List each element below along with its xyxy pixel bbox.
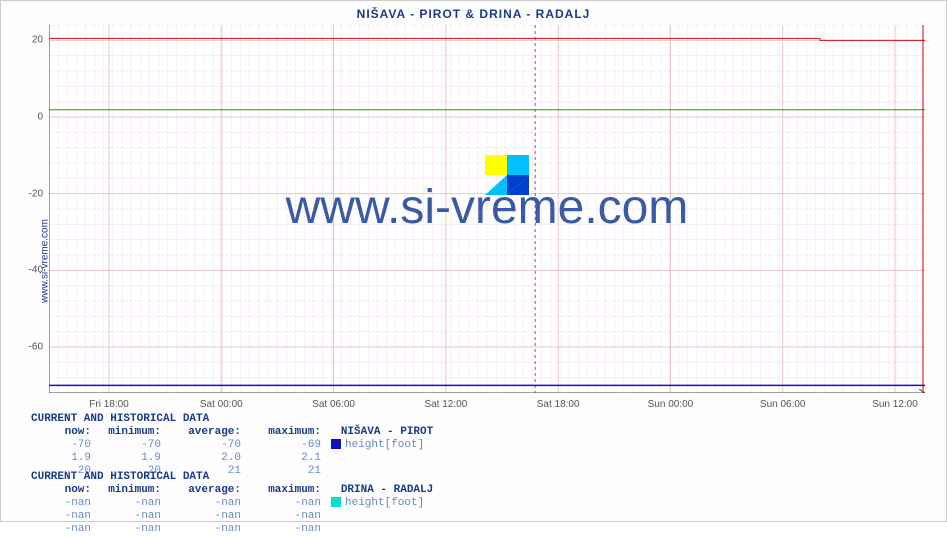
- chart-container: NIŠAVA - PIROT & DRINA - RADALJ www.si-v…: [0, 0, 947, 522]
- y-tick-label: 0: [37, 112, 43, 123]
- legend-swatch: [331, 497, 341, 507]
- table-row: -nan-nan-nan-nan: [31, 510, 433, 523]
- table-row: -nan-nan-nan-nanheight[foot]: [31, 497, 433, 510]
- x-tick-label: Sun 06:00: [760, 399, 806, 410]
- y-tick-label: -20: [29, 188, 43, 199]
- x-tick-label: Sat 06:00: [312, 399, 355, 410]
- table-columns: now:minimum:average:maximum: DRINA - RAD…: [31, 484, 433, 497]
- watermark-logo: [485, 155, 529, 195]
- y-tick-label: 20: [32, 35, 43, 46]
- chart-title: NIŠAVA - PIROT & DRINA - RADALJ: [1, 7, 946, 21]
- x-tick-label: Sat 18:00: [537, 399, 580, 410]
- x-tick-label: Sun 00:00: [648, 399, 694, 410]
- plot-area: www.si-vreme.com 200-20-40-60Fri 18:00Sa…: [49, 25, 925, 393]
- legend-name: NIŠAVA - PIROT: [341, 426, 433, 438]
- table-header: CURRENT AND HISTORICAL DATA: [31, 413, 433, 426]
- table-row: -70-70-70-69height[foot]: [31, 439, 433, 452]
- legend-unit: height[foot]: [345, 497, 424, 509]
- data-table-pirot: CURRENT AND HISTORICAL DATAnow:minimum:a…: [31, 413, 433, 478]
- x-tick-label: Sat 12:00: [424, 399, 467, 410]
- x-tick-label: Sun 12:00: [872, 399, 918, 410]
- y-tick-label: -60: [29, 342, 43, 353]
- table-header: CURRENT AND HISTORICAL DATA: [31, 471, 433, 484]
- table-columns: now:minimum:average:maximum: NIŠAVA - PI…: [31, 426, 433, 439]
- legend-swatch: [331, 439, 341, 449]
- y-tick-label: -40: [29, 265, 43, 276]
- x-tick-label: Fri 18:00: [89, 399, 128, 410]
- table-row: 1.91.92.02.1: [31, 452, 433, 465]
- legend-unit: height[foot]: [345, 439, 424, 451]
- data-table-radalj: CURRENT AND HISTORICAL DATAnow:minimum:a…: [31, 471, 433, 536]
- x-tick-label: Sat 00:00: [200, 399, 243, 410]
- legend-name: DRINA - RADALJ: [341, 484, 433, 496]
- table-row: -nan-nan-nan-nan: [31, 523, 433, 536]
